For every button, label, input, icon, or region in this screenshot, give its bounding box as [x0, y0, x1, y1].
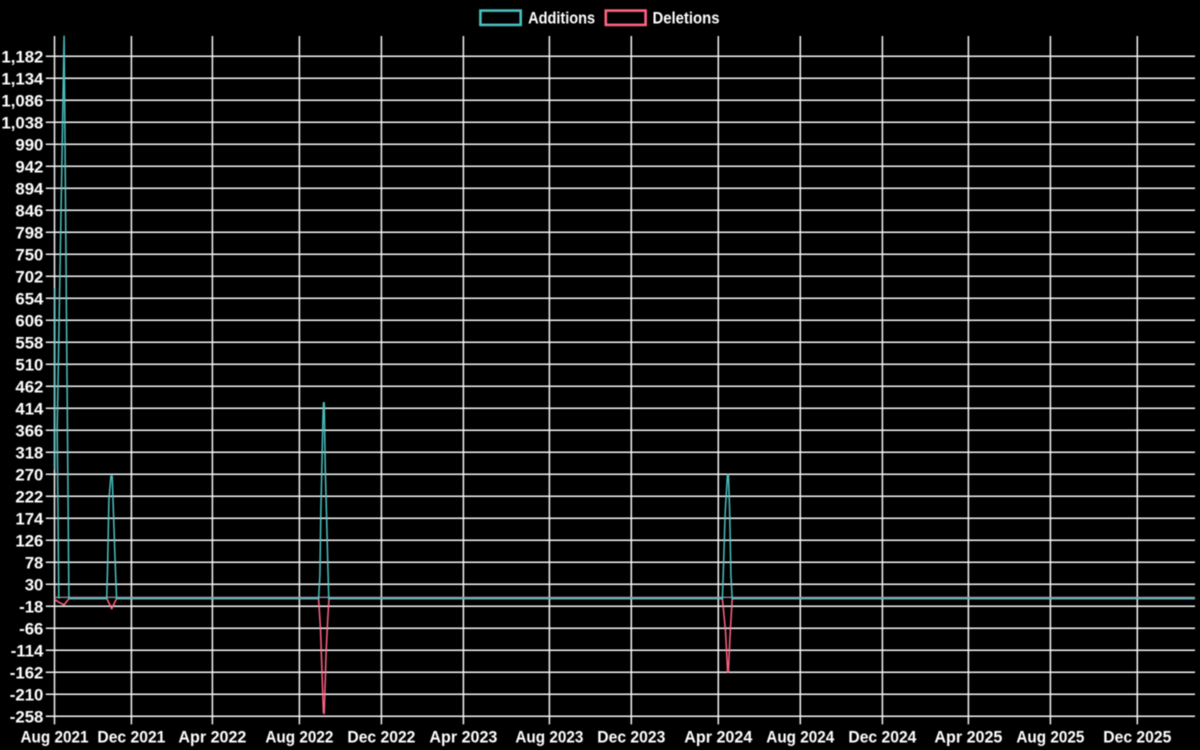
- svg-text:Apr 2023: Apr 2023: [429, 727, 497, 746]
- svg-text:1,134: 1,134: [1, 69, 44, 88]
- svg-text:-162: -162: [10, 663, 44, 682]
- svg-text:462: 462: [15, 377, 43, 396]
- svg-text:1,086: 1,086: [1, 91, 43, 110]
- svg-text:942: 942: [15, 157, 43, 176]
- svg-text:Apr 2025: Apr 2025: [934, 727, 1002, 746]
- svg-text:1,182: 1,182: [1, 47, 43, 66]
- svg-text:Dec 2021: Dec 2021: [97, 727, 165, 746]
- svg-text:654: 654: [15, 289, 44, 308]
- svg-text:-114: -114: [11, 641, 44, 660]
- svg-text:318: 318: [15, 443, 43, 462]
- svg-text:126: 126: [15, 531, 43, 550]
- svg-text:Aug 2021: Aug 2021: [21, 727, 89, 746]
- svg-text:558: 558: [15, 333, 43, 352]
- svg-text:-258: -258: [10, 707, 44, 726]
- svg-text:Aug 2022: Aug 2022: [265, 727, 333, 746]
- svg-text:846: 846: [15, 201, 43, 220]
- svg-text:Apr 2024: Apr 2024: [684, 727, 753, 746]
- svg-text:798: 798: [15, 223, 43, 242]
- svg-text:894: 894: [15, 179, 44, 198]
- svg-text:-18: -18: [19, 597, 43, 616]
- svg-text:174: 174: [15, 509, 44, 528]
- svg-text:Dec 2024: Dec 2024: [848, 727, 917, 746]
- svg-text:-210: -210: [10, 685, 44, 704]
- svg-text:Dec 2023: Dec 2023: [597, 727, 665, 746]
- svg-text:30: 30: [25, 575, 44, 594]
- svg-text:-66: -66: [19, 619, 43, 638]
- svg-text:606: 606: [15, 311, 43, 330]
- svg-text:414: 414: [15, 399, 44, 418]
- svg-text:Aug 2025: Aug 2025: [1016, 727, 1084, 746]
- svg-text:Deletions: Deletions: [653, 8, 720, 27]
- svg-text:510: 510: [15, 355, 43, 374]
- svg-text:222: 222: [15, 487, 43, 506]
- svg-text:990: 990: [15, 135, 43, 154]
- svg-text:366: 366: [15, 421, 43, 440]
- svg-text:78: 78: [25, 553, 44, 572]
- svg-text:Aug 2024: Aug 2024: [766, 727, 835, 746]
- svg-text:702: 702: [15, 267, 43, 286]
- svg-text:Dec 2022: Dec 2022: [347, 727, 415, 746]
- svg-text:Additions: Additions: [528, 8, 595, 27]
- svg-text:Aug 2023: Aug 2023: [515, 727, 583, 746]
- svg-text:Dec 2025: Dec 2025: [1103, 727, 1171, 746]
- svg-text:270: 270: [15, 465, 43, 484]
- svg-text:Apr 2022: Apr 2022: [178, 727, 246, 746]
- svg-text:750: 750: [15, 245, 43, 264]
- svg-text:1,038: 1,038: [1, 113, 43, 132]
